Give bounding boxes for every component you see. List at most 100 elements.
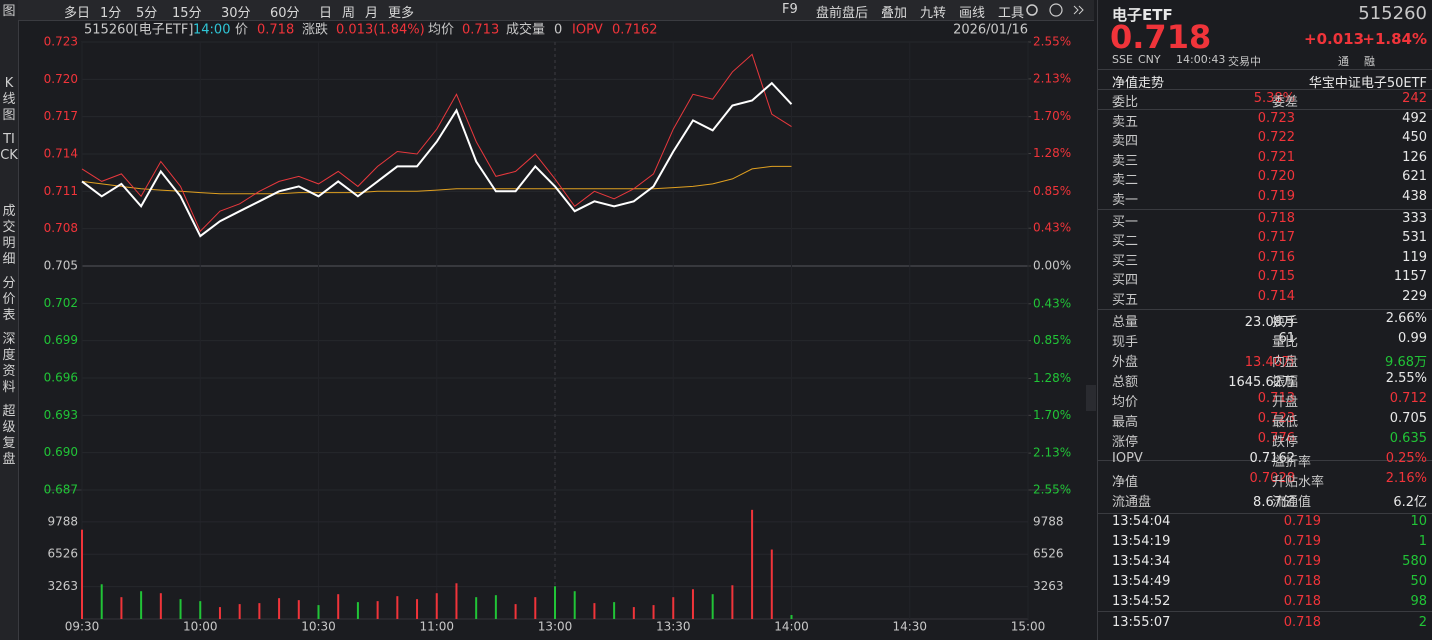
- y-tick-label: 0.714: [44, 147, 78, 161]
- level-label: 买五: [1112, 292, 1139, 308]
- y2-tick-label: 2.13%: [1033, 71, 1071, 85]
- sidebar-tab[interactable]: 深度资料: [2, 332, 16, 395]
- panel-toggle[interactable]: [1086, 385, 1096, 411]
- sidebar-tab[interactable]: 图: [2, 4, 16, 19]
- volume-bar: [376, 601, 379, 619]
- y2-tick-label: 0.00%: [1033, 259, 1071, 273]
- volume-tick-label: 9788: [47, 514, 78, 528]
- label: 现手: [1112, 335, 1139, 350]
- collapse-icon[interactable]: [1073, 5, 1084, 15]
- trade-price: 0.718: [1283, 594, 1321, 609]
- info-avg-label: 均价: [428, 23, 454, 38]
- period-button[interactable]: 5分: [136, 6, 158, 21]
- period-button[interactable]: 日: [319, 6, 333, 21]
- y-tick-label: 0.699: [44, 333, 78, 347]
- label: 振幅: [1272, 375, 1299, 390]
- info-iopv: 0.7162: [612, 23, 658, 38]
- trade-time: 13:54:34: [1112, 554, 1171, 569]
- sidebar-tab[interactable]: K线图: [2, 76, 16, 123]
- sidebar-tab[interactable]: TICK: [0, 132, 18, 163]
- volume-bar: [278, 598, 281, 619]
- sidebar-tab[interactable]: 成交明细: [2, 204, 16, 267]
- period-button[interactable]: 更多: [388, 6, 415, 21]
- label: 开盘: [1272, 395, 1299, 410]
- level-volume: 531: [1402, 230, 1427, 246]
- info-change: 0.013(1.84%): [336, 23, 425, 38]
- label: 换手: [1272, 315, 1299, 330]
- tool-button[interactable]: F9: [782, 2, 798, 17]
- period-button[interactable]: 60分: [270, 6, 300, 21]
- sidebar-tab[interactable]: 超级复盘: [2, 404, 16, 467]
- volume-tick-label-right: 6526: [1033, 547, 1064, 561]
- info-vol: 0: [554, 23, 562, 38]
- settings-icon[interactable]: [1026, 4, 1038, 16]
- info-price-label: 价: [235, 23, 248, 38]
- volume-bar: [396, 596, 399, 619]
- period-button[interactable]: 周: [342, 6, 356, 21]
- level-label: 卖二: [1112, 173, 1139, 189]
- sidebar-tab[interactable]: 分价表: [2, 276, 16, 323]
- volume-bar: [179, 599, 182, 619]
- value: 0.25%: [1385, 451, 1427, 466]
- level-volume: 126: [1402, 149, 1427, 165]
- x-tick-label: 13:30: [656, 620, 691, 634]
- label: 内盘: [1272, 355, 1299, 370]
- tool-button[interactable]: 工具: [998, 6, 1025, 21]
- tool-button[interactable]: 盘前盘后: [816, 6, 869, 21]
- value: 0.99: [1398, 331, 1427, 346]
- label: IOPV: [1112, 451, 1143, 466]
- volume-bar: [258, 603, 261, 619]
- sep: [1098, 513, 1432, 514]
- change-pct: +1.84%: [1362, 30, 1427, 48]
- volume-bar: [672, 597, 675, 619]
- trade-volume: 10: [1410, 514, 1427, 529]
- volume-bar: [751, 509, 754, 619]
- quote-meta: 交易中: [1228, 55, 1261, 68]
- level-label: 卖四: [1112, 134, 1139, 150]
- x-tick-label: 10:00: [183, 620, 218, 634]
- volume-bar: [218, 607, 221, 619]
- level-label: 买三: [1112, 253, 1139, 269]
- level-price: 0.714: [1257, 288, 1295, 304]
- level-price: 0.720: [1257, 169, 1295, 185]
- trade-price: 0.719: [1283, 514, 1321, 529]
- level-volume: 438: [1402, 188, 1427, 204]
- info-iopv-label: IOPV: [572, 23, 603, 38]
- tool-button[interactable]: 九转: [920, 6, 947, 21]
- volume-bar: [711, 594, 714, 619]
- volume-bar: [81, 529, 83, 619]
- info-code-name: 515260[电子ETF]: [84, 23, 193, 38]
- value: 0.7028: [1249, 471, 1296, 486]
- volume-bar: [514, 604, 517, 619]
- y2-tick-label: 0.43%: [1033, 296, 1071, 310]
- period-button[interactable]: 15分: [172, 6, 202, 21]
- nav-link[interactable]: 净值走势: [1112, 76, 1165, 91]
- level-price: 0.723: [1257, 111, 1295, 126]
- trade-volume: 1: [1418, 534, 1427, 549]
- volume-bar: [534, 597, 537, 619]
- label: 均价: [1112, 395, 1139, 410]
- value: 9.68万: [1385, 355, 1427, 370]
- value: 2.55%: [1385, 371, 1427, 386]
- sidebar: 图 K线图 TICK 成交明细分价表深度资料超级复盘: [0, 0, 19, 640]
- sep: [1098, 460, 1432, 461]
- help-icon[interactable]: [1049, 3, 1063, 17]
- y-tick-label: 0.693: [44, 408, 78, 422]
- level-price: 0.716: [1257, 249, 1295, 265]
- label: 总额: [1112, 375, 1139, 390]
- volume-bar: [435, 593, 438, 619]
- label: 总量: [1112, 315, 1139, 330]
- trade-time: 13:54:49: [1112, 574, 1171, 589]
- chart: 515260[电子ETF] 14:00 价 0.718 涨跌 0.013(1.84%) 均价…: [44, 22, 1096, 634]
- tool-button[interactable]: 叠加: [881, 6, 908, 21]
- period-button[interactable]: 多日: [64, 6, 91, 21]
- tool-button[interactable]: 画线: [959, 6, 986, 21]
- period-button[interactable]: 月: [365, 6, 379, 21]
- volume-bar: [494, 595, 497, 619]
- volume-bar: [790, 615, 793, 619]
- period-button[interactable]: 1分: [100, 6, 122, 21]
- value: 0.723: [1257, 411, 1295, 426]
- level-volume: 450: [1402, 130, 1427, 146]
- period-button[interactable]: 30分: [221, 6, 251, 21]
